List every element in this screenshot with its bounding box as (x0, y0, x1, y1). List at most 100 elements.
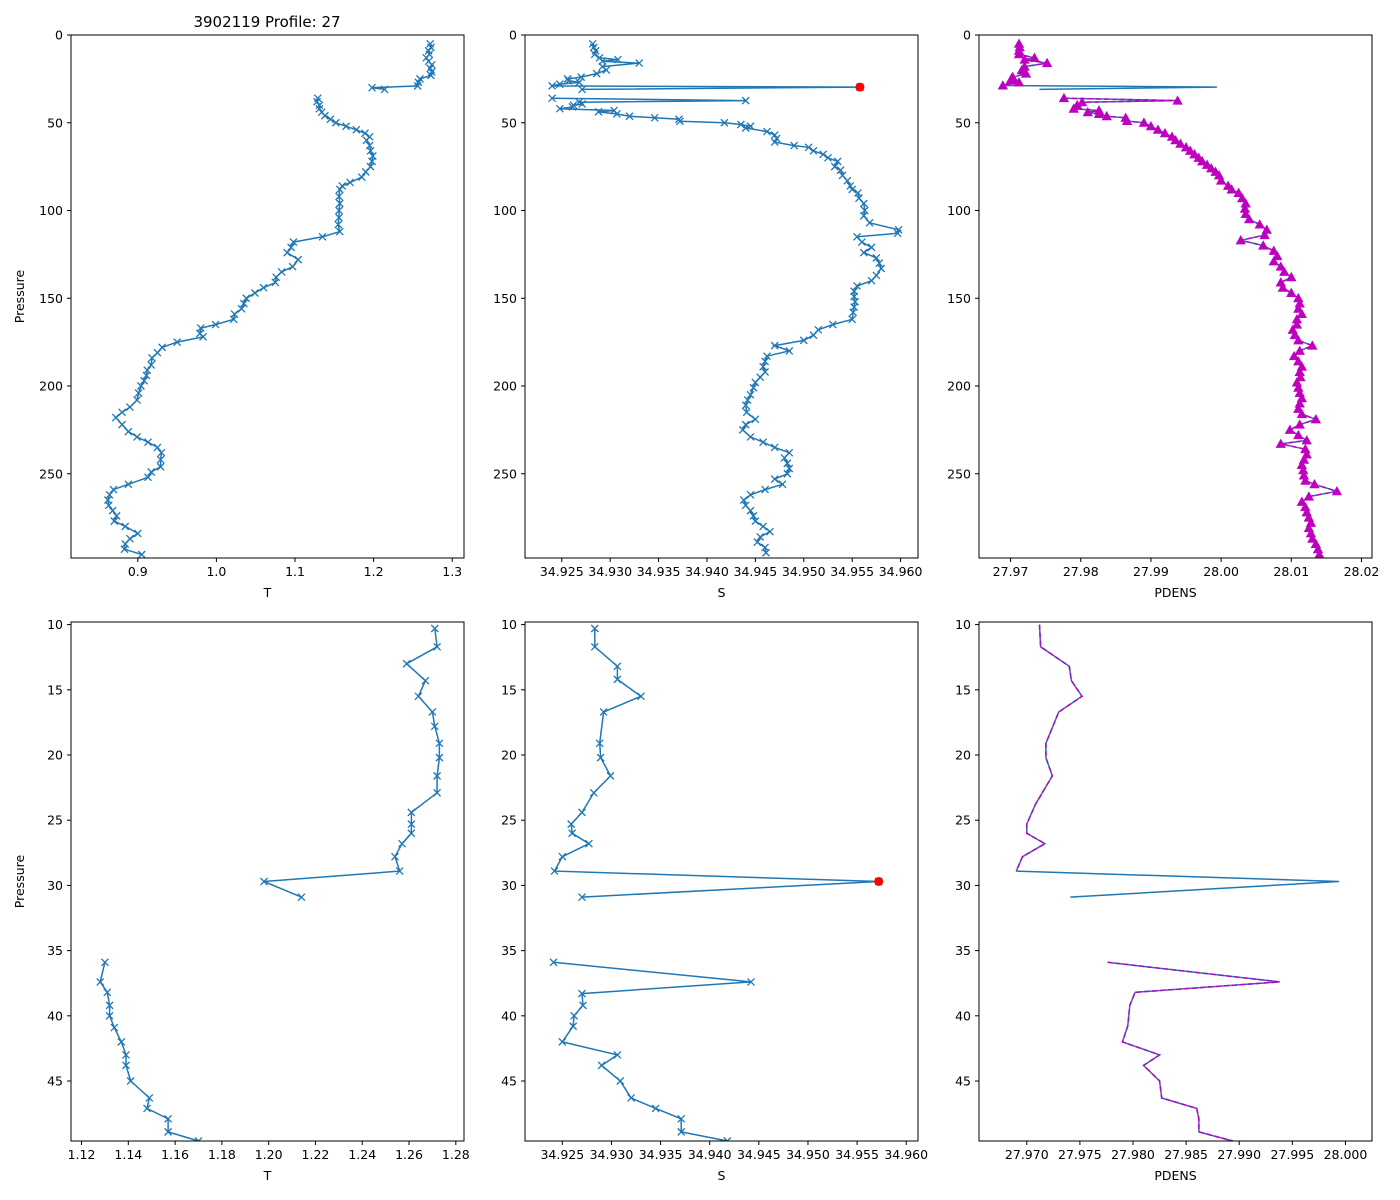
data-point (407, 820, 416, 829)
data-point (109, 485, 118, 494)
data-point (147, 360, 156, 369)
data-point (1277, 282, 1289, 292)
data-point (237, 304, 246, 313)
x-tick-label: 1.1 (285, 564, 305, 579)
data-point (548, 94, 557, 103)
x-tick-label: 34.930 (588, 564, 632, 579)
data-point (590, 624, 599, 633)
series-dash-line-1 (1107, 961, 1280, 1141)
data-point (753, 538, 762, 547)
data-point (1189, 149, 1200, 159)
y-tick-label: 10 (501, 617, 517, 632)
data-point (124, 427, 133, 436)
data-point (799, 336, 808, 345)
data-point (602, 66, 611, 75)
data-point (1301, 435, 1312, 445)
x-tick-label: 34.925 (540, 1147, 584, 1162)
data-point (318, 232, 327, 241)
data-point (1307, 533, 1318, 543)
data-point (157, 448, 166, 457)
data-point (1286, 287, 1297, 297)
data-point (297, 893, 306, 902)
data-point (741, 124, 750, 132)
data-point (342, 122, 351, 131)
qc-flag-point (855, 82, 865, 92)
x-axis-label: PDENS (1154, 585, 1196, 600)
x-tick-label: 1.20 (255, 1147, 283, 1162)
plot-area (1015, 624, 1340, 1141)
data-point (137, 550, 146, 558)
data-point (616, 1077, 625, 1085)
y-tick-label: 30 (955, 878, 971, 893)
y-tick-label: 35 (955, 943, 971, 958)
y-tick-label: 35 (47, 943, 63, 958)
data-point (848, 185, 857, 194)
data-point (830, 162, 839, 171)
data-point (1286, 271, 1297, 282)
data-point (173, 338, 182, 347)
data-point (875, 259, 884, 268)
data-point (674, 115, 683, 124)
y-tick-label: 45 (501, 1074, 517, 1089)
data-point (331, 118, 340, 127)
x-tick-label: 27.97 (993, 564, 1029, 579)
data-point (1275, 438, 1286, 448)
data-point (1293, 335, 1304, 345)
data-point (765, 527, 774, 536)
panel-bottom-T: 1.12 1.14 1.16 1.18 1.20 1.22 1.24 1.26 1.28 10 15… (12, 617, 470, 1183)
y-tick-label: 40 (501, 1008, 517, 1023)
data-point (575, 78, 584, 87)
data-point (853, 282, 861, 290)
data-point (833, 157, 842, 166)
data-point (809, 331, 818, 340)
data-point (287, 243, 296, 252)
data-point (144, 438, 152, 447)
data-point (112, 511, 121, 520)
data-point (819, 150, 828, 159)
data-point (428, 708, 437, 716)
data-point (747, 977, 755, 986)
data-point (570, 1011, 579, 1020)
data-point (433, 771, 442, 780)
data-point (741, 401, 750, 410)
data-point (1013, 48, 1025, 59)
data-point (1196, 156, 1208, 166)
data-point (143, 1104, 151, 1113)
data-point (859, 199, 868, 208)
y-tick-label: 100 (947, 203, 971, 218)
data-point (578, 989, 586, 998)
x-tick-label: 27.990 (1217, 1147, 1261, 1162)
data-point (118, 420, 127, 429)
spike-line (1016, 870, 1340, 898)
data-point (595, 739, 604, 748)
data-point (145, 1094, 154, 1102)
data-point (778, 480, 787, 489)
y-tick-label: 45 (47, 1074, 63, 1089)
data-point (1170, 134, 1181, 145)
data-point (1206, 163, 1217, 173)
y-tick-label: 200 (39, 379, 63, 394)
data-point (741, 420, 750, 429)
data-point (877, 264, 886, 273)
x-tick-label: 0.9 (128, 564, 148, 579)
y-tick-label: 50 (47, 115, 63, 130)
data-point (1284, 424, 1296, 434)
data-point (859, 211, 868, 220)
data-point (650, 113, 659, 122)
data-point (121, 522, 130, 531)
data-point (568, 102, 577, 111)
data-point (1175, 138, 1186, 148)
data-point (105, 1001, 114, 1010)
data-point (422, 53, 431, 62)
y-tick-label: 100 (39, 203, 63, 218)
data-point (1307, 340, 1318, 350)
y-tick-label: 20 (501, 748, 517, 763)
data-point (1145, 120, 1157, 131)
data-point (366, 146, 375, 155)
data-point (335, 185, 344, 194)
data-point (783, 459, 792, 468)
data-point (117, 1037, 126, 1046)
data-point (164, 1114, 173, 1123)
data-point (872, 253, 881, 262)
